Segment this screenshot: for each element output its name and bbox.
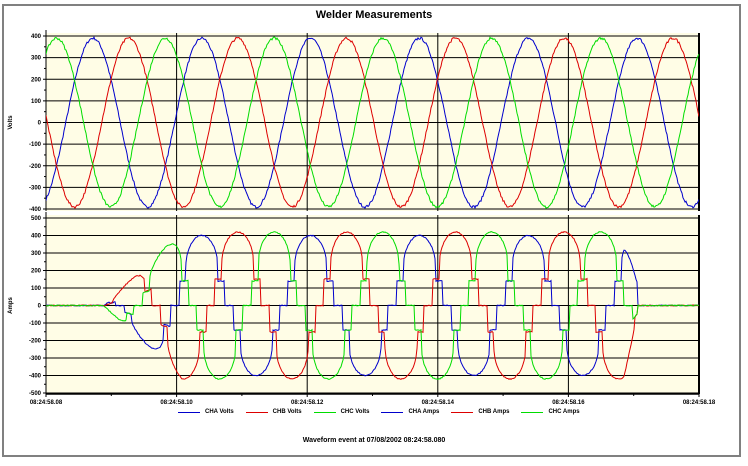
- y-tick-label: -500: [29, 391, 42, 397]
- legend-label: CHB Volts: [272, 409, 302, 415]
- x-tick-label: 08:24:58.16: [552, 400, 585, 406]
- y-tick-label: -400: [29, 207, 42, 213]
- x-tick-label: 08:24:58.18: [683, 400, 716, 406]
- x-tick-label: 08:24:58.10: [160, 400, 193, 406]
- legend-swatch: [245, 411, 268, 413]
- chart-legend: CHA Volts CHB Volts CHC Volts CHA Amps C…: [178, 406, 592, 418]
- legend-item-cha-volts: CHA Volts: [178, 409, 234, 415]
- volts-panel: 400 300 200 100 0 -100 -200 -300 -400 Volts: [8, 30, 700, 213]
- y-tick-label: -200: [29, 164, 42, 170]
- legend-swatch: [178, 411, 200, 413]
- legend-label: CHC Amps: [548, 409, 580, 415]
- legend-swatch: [521, 411, 544, 413]
- y-tick-label: 100: [31, 99, 42, 105]
- y-tick-label: 200: [31, 269, 42, 275]
- series-chc-volts: [46, 36, 699, 209]
- y-axis-label: Amps: [8, 297, 14, 314]
- series-chb-amps: [46, 231, 699, 381]
- x-tick-label: 08:24:58.08: [30, 400, 63, 406]
- chart-title: Welder Measurements: [315, 9, 433, 21]
- y-tick-label: -100: [29, 321, 42, 327]
- x-tick-label: 08:24:58.14: [422, 400, 455, 406]
- series-chc-amps: [46, 231, 699, 381]
- y-tick-label: 100: [31, 286, 42, 292]
- legend-item-chb-volts: CHB Volts: [245, 409, 302, 415]
- y-tick-label: -200: [29, 339, 42, 345]
- event-footer: Waveform event at 07/08/2002 08:24:58.08…: [302, 437, 446, 444]
- legend-label: CHA Volts: [205, 409, 234, 415]
- y-tick-label: 0: [38, 121, 42, 127]
- y-tick-label: -100: [29, 142, 42, 148]
- series-chb-volts: [46, 36, 699, 209]
- legend-label: CHC Volts: [340, 409, 370, 415]
- y-axis-label: Volts: [8, 115, 14, 130]
- series-cha-amps: [46, 234, 699, 377]
- y-tick-label: 0: [38, 304, 42, 310]
- y-tick-label: 200: [31, 77, 42, 83]
- legend-item-chb-amps: CHB Amps: [451, 409, 509, 415]
- legend-swatch: [313, 411, 336, 413]
- y-tick-label: 400: [31, 34, 42, 40]
- legend-item-chc-amps: CHC Amps: [521, 409, 580, 415]
- legend-swatch: [451, 411, 474, 413]
- y-tick-label: 300: [31, 251, 42, 257]
- y-tick-label: -400: [29, 374, 42, 380]
- legend-swatch: [381, 411, 404, 413]
- y-tick-label: 400: [31, 234, 42, 240]
- legend-item-chc-volts: CHC Volts: [313, 409, 370, 415]
- series-cha-volts: [46, 36, 699, 210]
- y-tick-label: 300: [31, 56, 42, 62]
- amps-panel: 500 400 300 200 100 0 -100 -200 -300 -400 -500 Amps…: [8, 212, 716, 406]
- legend-label: CHB Amps: [478, 409, 510, 415]
- y-tick-label: -300: [29, 356, 42, 362]
- x-tick-label: 08:24:58.12: [291, 400, 324, 406]
- legend-item-cha-amps: CHA Amps: [381, 409, 439, 415]
- legend-label: CHA Amps: [408, 409, 440, 415]
- y-tick-label: -300: [29, 185, 42, 191]
- y-tick-label: 500: [31, 216, 42, 222]
